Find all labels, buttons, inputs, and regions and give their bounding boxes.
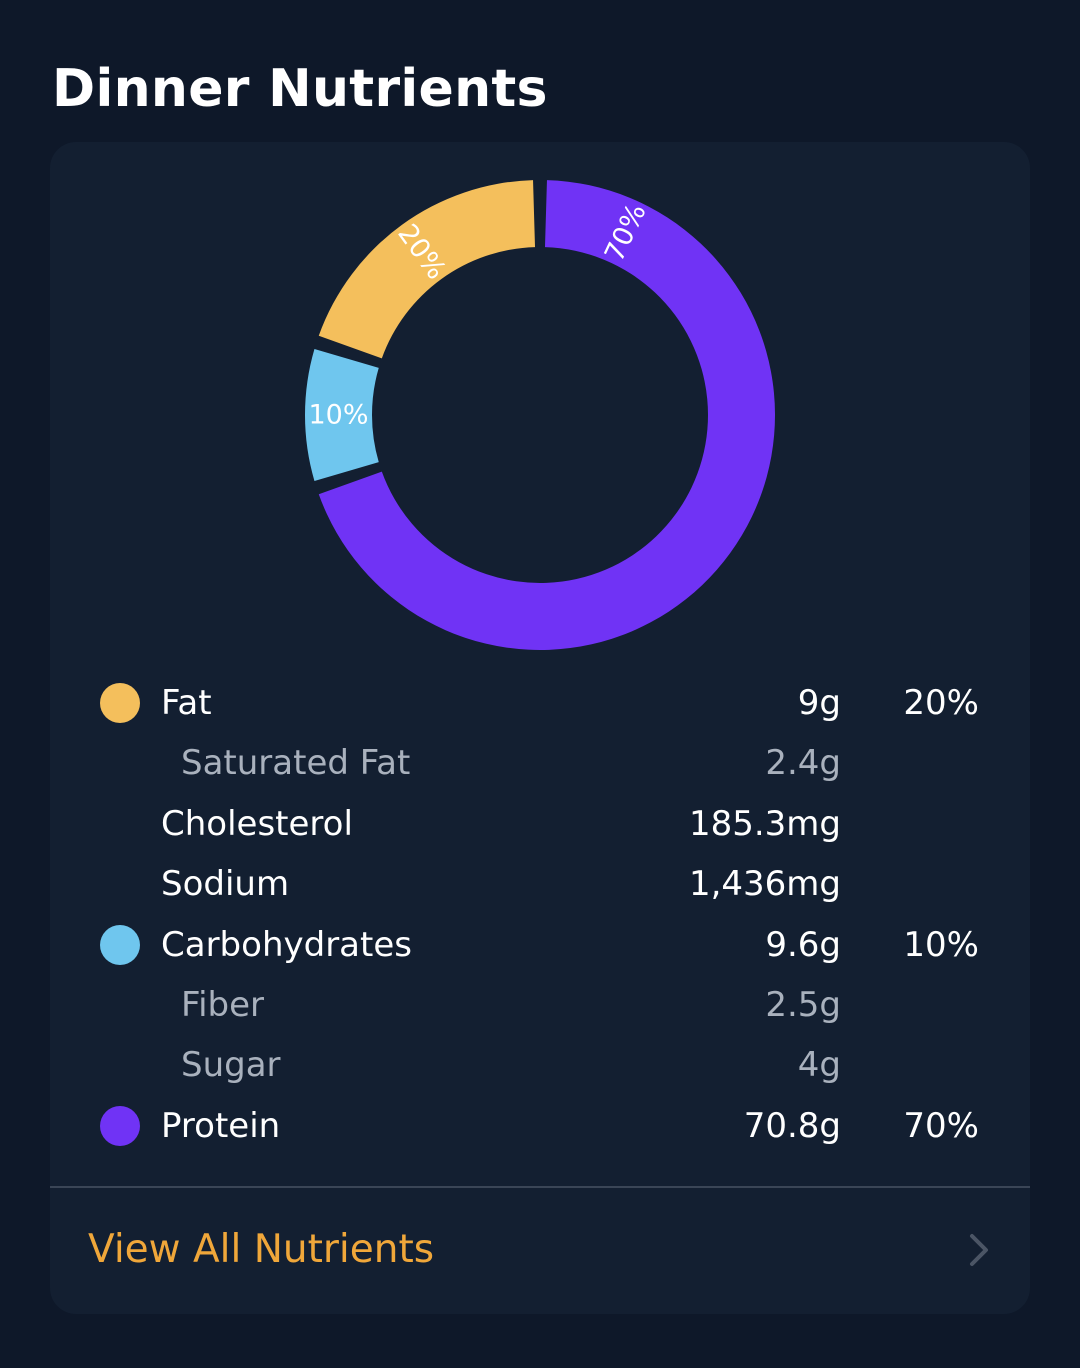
nutrient-row: Fat 9g 20% [50, 673, 1030, 733]
nutrient-percent: 20% [903, 683, 979, 723]
nutrient-label: Fat [161, 683, 212, 723]
nutrient-label: Sugar [181, 1045, 281, 1086]
legend-dot [100, 924, 140, 965]
nutrient-row: Carbohydrates 9.6g 10% [50, 915, 1030, 975]
nutrient-list: Fat 9g 20% Saturated Fat 2.4g Cholesterol 185.… [50, 673, 1030, 1156]
view-all-nutrients-button[interactable]: View All Nutrients [50, 1188, 1030, 1314]
legend-dot [100, 683, 140, 723]
nutrients-card: 70% 10% 20% Fat 9g 20% Saturated Fat 2.4g Chole… [50, 142, 1030, 1314]
nutrient-row: Protein 70.8g 70% [50, 1096, 1030, 1156]
divider [50, 1186, 1030, 1188]
nutrient-row: Cholesterol 185.3mg [50, 794, 1030, 854]
chevron-right-icon [968, 1232, 990, 1268]
nutrient-row: Sodium 1,436mg [50, 854, 1030, 914]
nutrient-row: Sugar 4g [50, 1035, 1030, 1095]
nutrient-amount: 2.4g [765, 743, 841, 784]
nutrient-label: Cholesterol [161, 803, 353, 844]
nutrient-row: Saturated Fat 2.4g [50, 733, 1030, 793]
view-all-nutrients-label: View All Nutrients [88, 1227, 435, 1272]
macro-donut-chart: 70% 10% 20% [301, 176, 779, 654]
nutrient-amount: 1,436mg [688, 864, 841, 905]
nutrient-label: Carbohydrates [161, 924, 412, 965]
nutrient-label: Sodium [161, 864, 290, 905]
donut-slice-fat [318, 180, 536, 359]
nutrient-amount: 70.8g [743, 1105, 841, 1146]
nutrient-percent: 10% [903, 924, 979, 965]
donut-svg: 70%10%20% [305, 180, 775, 650]
nutrient-amount: 2.5g [765, 984, 841, 1025]
page-title: Dinner Nutrients [52, 59, 548, 119]
nutrient-amount: 4g [797, 1045, 841, 1086]
legend-dot [100, 1105, 140, 1146]
nutrient-label: Saturated Fat [181, 743, 411, 784]
nutrient-row: Fiber 2.5g [50, 975, 1030, 1035]
nutrient-amount: 9.6g [765, 924, 841, 965]
donut-slice-protein [318, 180, 775, 650]
nutrient-percent: 70% [903, 1105, 979, 1146]
nutrient-label: Fiber [181, 984, 265, 1025]
nutrient-amount: 185.3mg [688, 803, 841, 844]
nutrient-amount: 9g [797, 683, 841, 723]
donut-slice-label: 10% [308, 400, 368, 431]
nutrient-label: Protein [161, 1105, 281, 1146]
donut-slice-carbohydrates [305, 349, 379, 481]
